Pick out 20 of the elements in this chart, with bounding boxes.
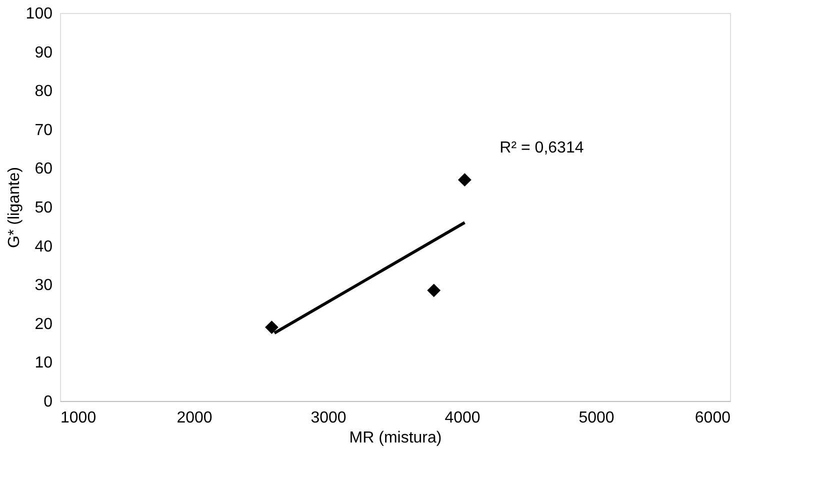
x-tick-label: 3000 — [310, 410, 346, 426]
x-tick-label: 1000 — [60, 410, 96, 426]
y-tick-label: 60 — [34, 160, 53, 178]
y-tick-label: 80 — [34, 83, 53, 100]
y-tick-label: 20 — [34, 316, 53, 333]
x-axis-title: MR (mistura) — [349, 430, 442, 446]
x-tick-label: 6000 — [694, 410, 731, 426]
y-tick-label: 10 — [34, 354, 53, 372]
y-tick-label: 30 — [34, 277, 53, 294]
y-tick-label: 90 — [34, 44, 53, 62]
y-axis-title: G* (ligante) — [6, 167, 23, 248]
x-tick-label: 2000 — [176, 410, 212, 426]
annotation: R² = 0,6314 — [500, 140, 584, 157]
x-tick-label: 5000 — [578, 410, 614, 426]
x-tick-label: 4000 — [444, 410, 480, 426]
y-tick-label: 0 — [44, 394, 53, 410]
y-tick-label: 40 — [34, 238, 53, 256]
y-tick-label: 70 — [34, 122, 53, 139]
y-tick-label: 50 — [34, 200, 53, 216]
y-tick-label: 100 — [26, 6, 53, 22]
